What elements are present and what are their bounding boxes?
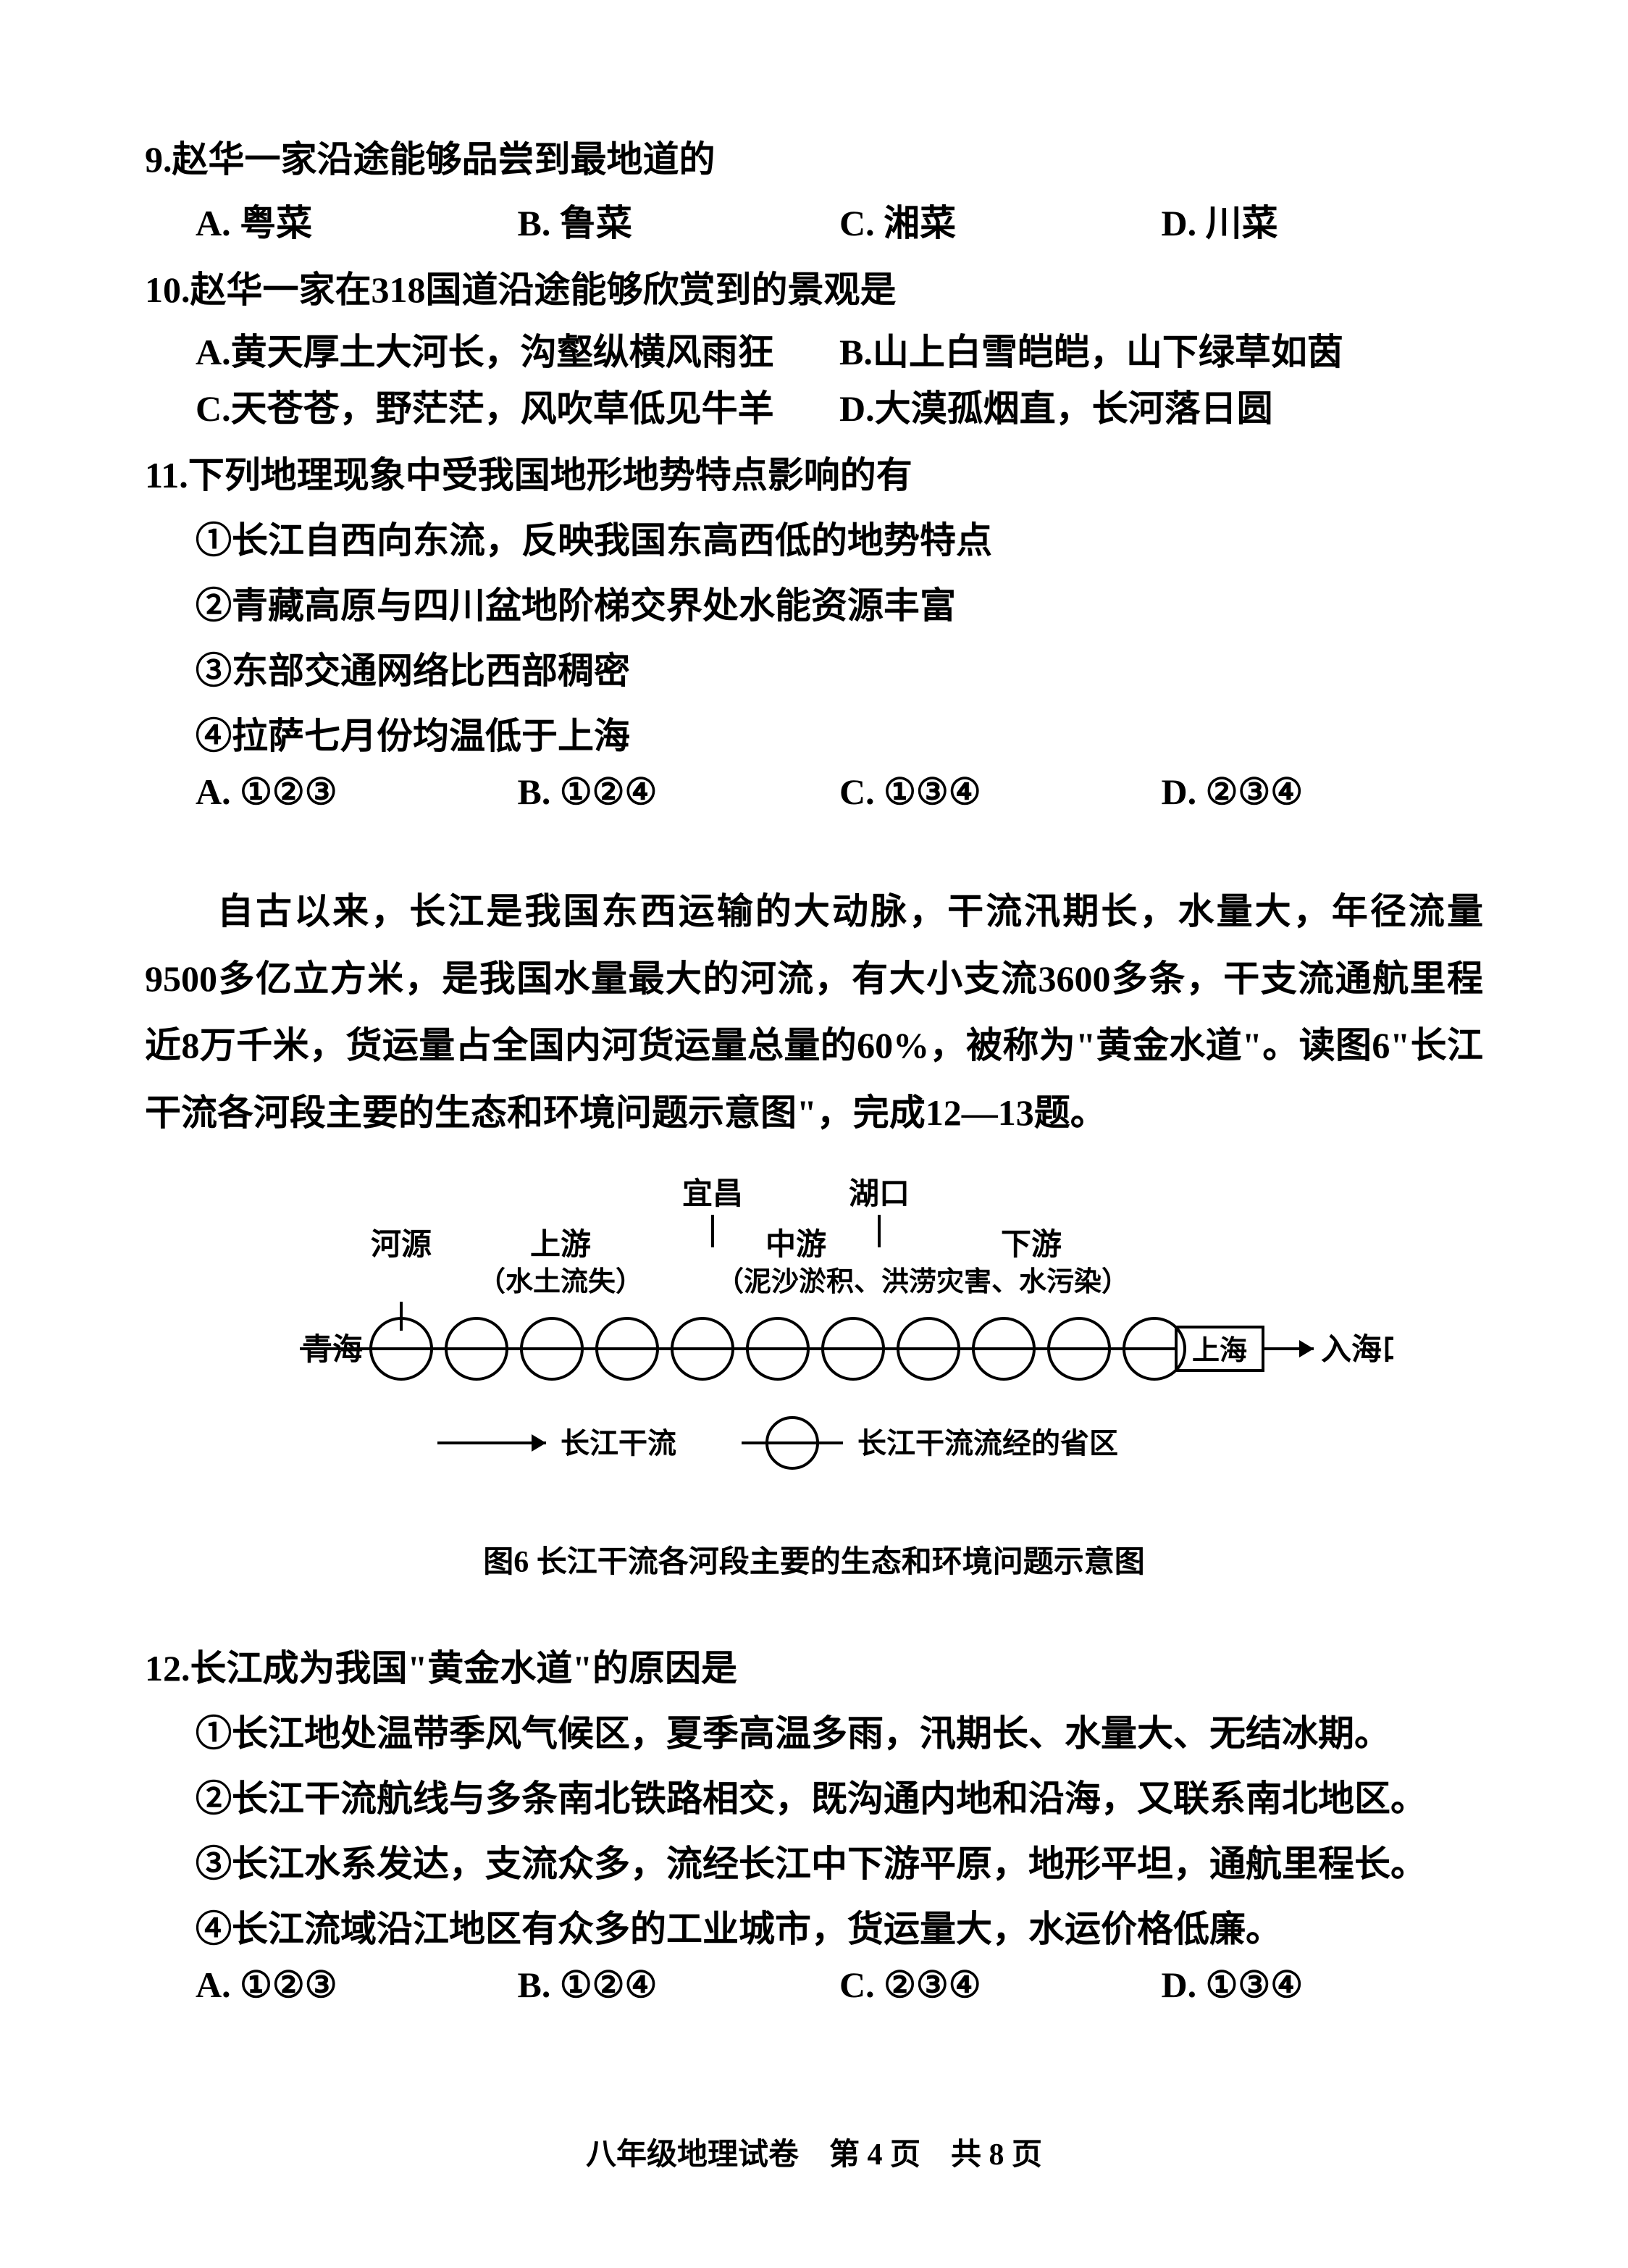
- q12-opt-c: C. ②③④: [839, 1964, 1162, 2006]
- label-nisha: （泥沙淤积、洪涝灾害、水污染）: [716, 1267, 1129, 1297]
- q11-opt-c: C. ①③④: [839, 771, 1162, 813]
- q9-opt-a: A. 粤菜: [196, 194, 518, 246]
- question-9: 9.赵华一家沿途能够品尝到最地道的 A. 粤菜 B. 鲁菜 C. 湘菜 D. 川…: [145, 130, 1483, 246]
- label-xiayou: 下游: [1001, 1228, 1062, 1262]
- label-ruhaikou: 入海口: [1321, 1333, 1393, 1367]
- label-shanghai: 上海: [1192, 1336, 1247, 1366]
- arrow-head-icon: [1299, 1340, 1314, 1357]
- label-zhongyou: 中游: [765, 1228, 826, 1262]
- label-yichang: 宜昌: [682, 1177, 743, 1211]
- q12-opt-d: D. ①③④: [1162, 1964, 1484, 2006]
- page-footer: 八年级地理试卷 第 4 页 共 8 页: [0, 2130, 1628, 2174]
- label-hukou: 湖口: [849, 1177, 910, 1211]
- label-qinghai: 青海: [302, 1333, 363, 1367]
- diagram-caption: 图6 长江干流各河段主要的生态和环境问题示意图: [145, 1537, 1483, 1581]
- q12-s4: ④长江流域沿江地区有众多的工业城市，货运量大，水运价格低廉。: [145, 1900, 1483, 1958]
- q10-opt-c: C.天苍苍，野茫茫，风吹草低见牛羊: [196, 380, 839, 432]
- q9-stem: 9.赵华一家沿途能够品尝到最地道的: [145, 130, 1483, 188]
- q12-stem: 12.长江成为我国"黄金水道"的原因是: [145, 1639, 1483, 1697]
- q11-options: A. ①②③ B. ①②④ C. ①③④ D. ②③④: [145, 771, 1483, 813]
- q9-opt-b: B. 鲁菜: [518, 194, 840, 246]
- q10-opt-a: A.黄天厚土大河长，沟壑纵横风雨狂: [196, 323, 839, 375]
- q12-options: A. ①②③ B. ①②④ C. ②③④ D. ①③④: [145, 1964, 1483, 2006]
- q12-s2: ②长江干流航线与多条南北铁路相交，既沟通内地和沿海，又联系南北地区。: [145, 1770, 1483, 1828]
- q11-s4: ④拉萨七月份均温低于上海: [145, 707, 1483, 765]
- q10-options: A.黄天厚土大河长，沟壑纵横风雨狂 B.山上白雪皑皑，山下绿草如茵 C.天苍苍，…: [145, 323, 1483, 432]
- legend-arrow-icon: [532, 1434, 546, 1452]
- q12-s1: ①长江地处温带季风气候区，夏季高温多雨，汛期长、水量大、无结冰期。: [145, 1704, 1483, 1762]
- question-10: 10.赵华一家在318国道沿途能够欣赏到的景观是 A.黄天厚土大河长，沟壑纵横风…: [145, 261, 1483, 432]
- river-diagram: 宜昌 湖口 河源 上游 中游 下游 （水土流失） （泥沙淤积、洪涝灾害、水污染）…: [235, 1175, 1393, 1508]
- q11-s3: ③东部交通网络比西部稠密: [145, 642, 1483, 700]
- q12-opt-a: A. ①②③: [196, 1964, 518, 2006]
- diagram-wrap: 宜昌 湖口 河源 上游 中游 下游 （水土流失） （泥沙淤积、洪涝灾害、水污染）…: [145, 1175, 1483, 1508]
- q11-stem: 11.下列地理现象中受我国地形地势特点影响的有: [145, 446, 1483, 504]
- q11-opt-b: B. ①②④: [518, 771, 840, 813]
- legend-ganliu: 长江干流: [561, 1427, 676, 1460]
- question-12: 12.长江成为我国"黄金水道"的原因是 ①长江地处温带季风气候区，夏季高温多雨，…: [145, 1639, 1483, 2006]
- q9-options: A. 粤菜 B. 鲁菜 C. 湘菜 D. 川菜: [145, 194, 1483, 246]
- label-shuitu: （水土流失）: [478, 1267, 643, 1297]
- q11-s1: ①长江自西向东流，反映我国东高西低的地势特点: [145, 511, 1483, 569]
- q12-opt-b: B. ①②④: [518, 1964, 840, 2006]
- q10-opt-d: D.大漠孤烟直，长河落日圆: [839, 380, 1483, 432]
- q10-stem: 10.赵华一家在318国道沿途能够欣赏到的景观是: [145, 261, 1483, 319]
- q11-opt-d: D. ②③④: [1162, 771, 1484, 813]
- passage: 自古以来，长江是我国东西运输的大动脉，干流汛期长，水量大，年径流量9500多亿立…: [145, 878, 1483, 1146]
- q11-s2: ②青藏高原与四川盆地阶梯交界处水能资源丰富: [145, 577, 1483, 635]
- q9-opt-c: C. 湘菜: [839, 194, 1162, 246]
- q9-opt-d: D. 川菜: [1162, 194, 1484, 246]
- label-heyuan: 河源: [371, 1228, 432, 1262]
- legend-shengqu: 长江干流流经的省区: [857, 1427, 1118, 1460]
- q12-s3: ③长江水系发达，支流众多，流经长江中下游平原，地形平坦，通航里程长。: [145, 1835, 1483, 1893]
- q10-opt-b: B.山上白雪皑皑，山下绿草如茵: [839, 323, 1483, 375]
- question-11: 11.下列地理现象中受我国地形地势特点影响的有 ①长江自西向东流，反映我国东高西…: [145, 446, 1483, 813]
- q11-opt-a: A. ①②③: [196, 771, 518, 813]
- label-shangyou: 上游: [530, 1228, 591, 1262]
